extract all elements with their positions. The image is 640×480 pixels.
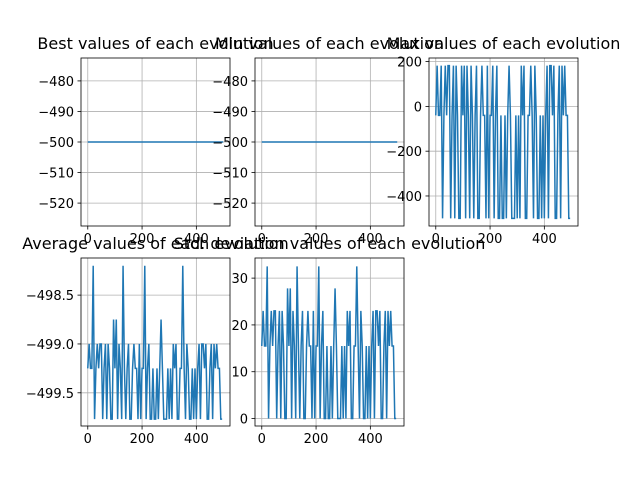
y-tick-label: −510 [38,167,74,182]
axes-frame [428,57,579,227]
subplot-title: Max values of each evolution [387,34,621,53]
x-tick-label: 0 [258,432,266,447]
data-line [87,265,223,420]
y-tick-label: −500 [38,136,74,151]
axes-frame [254,257,405,427]
x-tick-label: 200 [130,432,155,447]
y-tick-label: −499.0 [26,338,74,353]
subplot-title: Min values of each evolution [215,34,444,53]
x-tick-label: 200 [478,232,503,247]
x-tick-label: 0 [258,232,266,247]
x-tick-label: 200 [130,232,155,247]
subplot-title: Best values of each evolution [37,34,273,53]
y-tick-label: −520 [212,197,248,212]
x-tick-label: 0 [432,232,440,247]
x-tick-label: 400 [358,232,383,247]
x-tick-label: 0 [84,432,92,447]
y-tick-label: 0 [414,100,422,115]
subplot: 0 200 400 −400 −200 0 200 [386,56,579,247]
axes-frame [80,257,231,427]
subplot: 0 200 400 −520 −510 −500 −490 −480 [38,57,231,247]
x-tick-label: 200 [304,232,329,247]
x-tick-label: 400 [184,232,209,247]
y-tick-label: −520 [38,197,74,212]
axes-frame [80,57,231,227]
x-tick-label: 0 [84,232,92,247]
subplot-title: Std. deviation values of each evolution [174,234,486,253]
y-tick-label: −510 [212,167,248,182]
y-tick-label: −200 [386,145,422,160]
y-tick-label: −500 [212,136,248,151]
subplot: 0 200 400 0 10 20 30 [231,257,405,447]
y-tick-label: −480 [212,75,248,90]
subplot-title: Average values of each evolution [22,234,288,253]
y-tick-label: −490 [212,105,248,120]
y-tick-label: 200 [397,56,422,71]
y-tick-label: 20 [231,319,248,334]
x-tick-label: 400 [184,432,209,447]
x-tick-label: 400 [358,432,383,447]
data-line [261,266,397,420]
x-tick-label: 400 [532,232,557,247]
y-tick-label: −400 [386,190,422,205]
y-tick-label: −498.5 [26,289,74,304]
data-line [435,64,571,220]
subplot: 0 200 400 −520 −510 −500 −490 −480 [212,57,405,247]
y-tick-label: −499.5 [26,387,74,402]
y-tick-label: 0 [240,413,248,428]
y-tick-label: −480 [38,75,74,90]
y-tick-label: −490 [38,105,74,120]
y-tick-label: 30 [231,272,248,287]
x-tick-label: 200 [304,432,329,447]
axes-frame [254,57,405,227]
y-tick-label: 10 [231,366,248,381]
subplot: 0 200 400 −499.5 −499.0 −498.5 [26,257,231,447]
